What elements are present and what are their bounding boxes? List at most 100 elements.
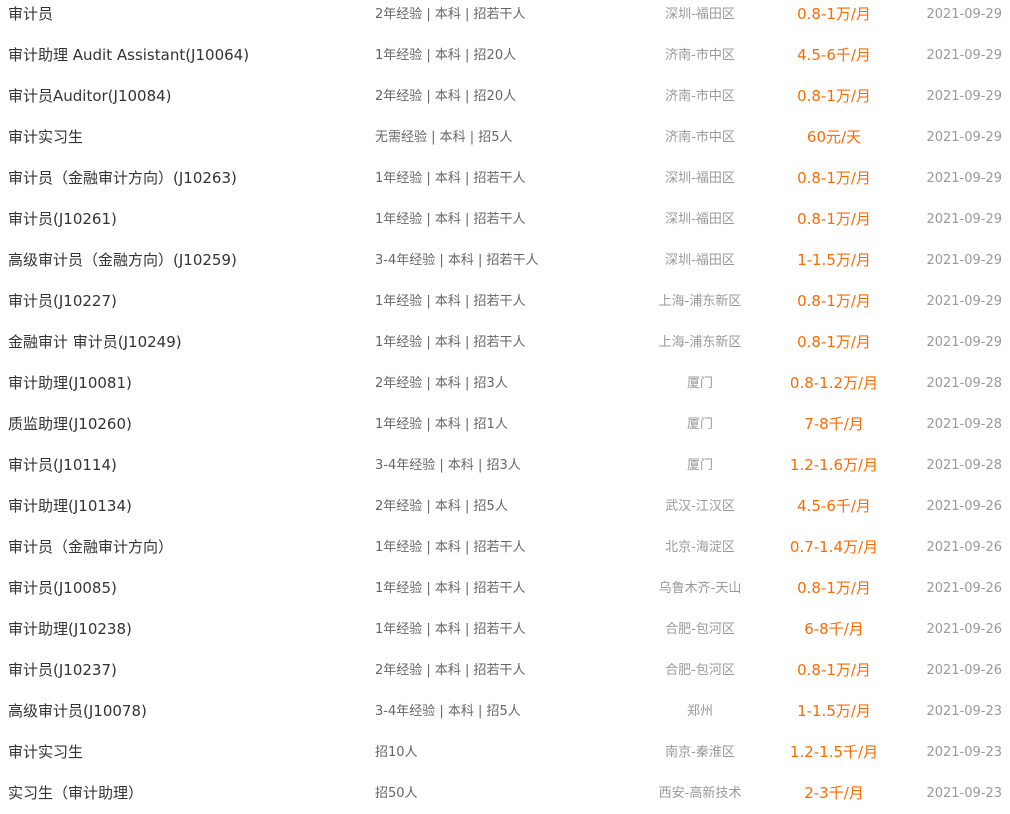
job-title-link[interactable]: 审计实习生: [8, 128, 84, 146]
job-requirements: 2年经验 | 本科 | 招20人: [375, 89, 517, 104]
job-requirements: 2年经验 | 本科 | 招3人: [375, 376, 508, 391]
job-date: 2021-09-23: [926, 786, 1002, 801]
job-salary: 0.8-1万/月: [797, 579, 871, 597]
job-requirements: 1年经验 | 本科 | 招若干人: [375, 581, 526, 596]
job-row[interactable]: 质监助理(J10260) 1年经验 | 本科 | 招1人 厦门 7-8千/月 2021-…: [0, 404, 1010, 445]
job-row[interactable]: 审计员(J10261) 1年经验 | 本科 | 招若干人 深圳-福田区 0.8-1万/…: [0, 199, 1010, 240]
job-salary: 60元/天: [806, 128, 862, 146]
job-title-link[interactable]: 审计员: [8, 5, 54, 23]
job-location: 武汉-江汉区: [665, 499, 735, 514]
job-location: 深圳-福田区: [665, 7, 735, 22]
job-row[interactable]: 审计员Auditor(J10084) 2年经验 | 本科 | 招20人 济南-市中区…: [0, 76, 1010, 117]
job-title-link[interactable]: 审计员(J10261): [8, 210, 117, 228]
job-location: 济南-市中区: [665, 48, 735, 63]
job-location: 济南-市中区: [665, 130, 735, 145]
job-title-link[interactable]: 高级审计员(J10078): [8, 702, 147, 720]
job-salary: 0.7-1.4万/月: [789, 538, 879, 556]
job-location: 合肥-包河区: [665, 622, 735, 637]
job-requirements: 招50人: [375, 786, 418, 801]
job-row[interactable]: 审计助理(J10134) 2年经验 | 本科 | 招5人 武汉-江汉区 4.5-6千/…: [0, 486, 1010, 527]
job-title-link[interactable]: 审计助理(J10081): [8, 374, 132, 392]
job-title-link[interactable]: 审计员(J10085): [8, 579, 117, 597]
job-location: 西安-高新技术: [658, 786, 742, 801]
job-location: 深圳-福田区: [665, 253, 735, 268]
job-salary: 6-8千/月: [804, 620, 864, 638]
job-row[interactable]: 高级审计员（金融方向）(J10259) 3-4年经验 | 本科 | 招若干人 深圳-…: [0, 240, 1010, 281]
job-requirements: 3-4年经验 | 本科 | 招若干人: [375, 253, 539, 268]
job-salary: 7-8千/月: [804, 415, 864, 433]
job-row[interactable]: 审计员(J10085) 1年经验 | 本科 | 招若干人 乌鲁木齐-天山 0.8-1万…: [0, 568, 1010, 609]
job-row[interactable]: 审计助理(J10238) 1年经验 | 本科 | 招若干人 合肥-包河区 6-8千/月…: [0, 609, 1010, 650]
job-location: 厦门: [686, 376, 713, 391]
job-row[interactable]: 金融审计 审计员(J10249) 1年经验 | 本科 | 招若干人 上海-浦东新区 0…: [0, 322, 1010, 363]
job-title-link[interactable]: 审计员(J10227): [8, 292, 117, 310]
job-title-link[interactable]: 高级审计员（金融方向）(J10259): [8, 251, 237, 269]
job-salary: 1.2-1.5千/月: [789, 743, 879, 761]
job-row[interactable]: 审计员（金融审计方向） 1年经验 | 本科 | 招若干人 北京-海淀区 0.7-1.4…: [0, 527, 1010, 568]
job-requirements: 1年经验 | 本科 | 招20人: [375, 48, 517, 63]
job-date: 2021-09-29: [926, 48, 1002, 63]
job-row[interactable]: 审计助理(J10081) 2年经验 | 本科 | 招3人 厦门 0.8-1.2万/月 2…: [0, 363, 1010, 404]
job-date: 2021-09-26: [926, 622, 1002, 637]
job-location: 乌鲁木齐-天山: [658, 581, 742, 596]
job-date: 2021-09-29: [926, 89, 1002, 104]
job-title-link[interactable]: 审计员（金融审计方向）: [8, 538, 174, 556]
job-title-link[interactable]: 质监助理(J10260): [8, 415, 132, 433]
job-location: 北京-海淀区: [665, 540, 735, 555]
job-title-link[interactable]: 审计员(J10237): [8, 661, 117, 679]
job-row[interactable]: 审计实习生 无需经验 | 本科 | 招5人 济南-市中区 60元/天 2021-09-2…: [0, 117, 1010, 158]
job-salary: 1-1.5万/月: [797, 702, 871, 720]
job-requirements: 1年经验 | 本科 | 招若干人: [375, 540, 526, 555]
job-location: 厦门: [686, 458, 713, 473]
job-date: 2021-09-29: [926, 7, 1002, 22]
job-date: 2021-09-29: [926, 212, 1002, 227]
job-salary: 2-3千/月: [804, 784, 864, 802]
job-salary: 0.8-1万/月: [797, 333, 871, 351]
job-title-link[interactable]: 审计员Auditor(J10084): [8, 87, 172, 105]
job-requirements: 无需经验 | 本科 | 招5人: [375, 130, 513, 145]
job-title-link[interactable]: 审计实习生: [8, 743, 84, 761]
job-title-link[interactable]: 审计员(J10114): [8, 456, 117, 474]
job-location: 深圳-福田区: [665, 212, 735, 227]
job-title-link[interactable]: 审计助理(J10134): [8, 497, 132, 515]
job-requirements: 3-4年经验 | 本科 | 招3人: [375, 458, 521, 473]
job-requirements: 2年经验 | 本科 | 招5人: [375, 499, 508, 514]
job-salary: 0.8-1万/月: [797, 292, 871, 310]
job-row[interactable]: 审计员(J10114) 3-4年经验 | 本科 | 招3人 厦门 1.2-1.6万/月…: [0, 445, 1010, 486]
job-title-link[interactable]: 审计助理(J10238): [8, 620, 132, 638]
job-location: 南京-秦淮区: [665, 745, 735, 760]
job-title-link[interactable]: 审计助理 Audit Assistant(J10064): [8, 46, 250, 64]
job-date: 2021-09-26: [926, 663, 1002, 678]
job-row[interactable]: 审计员（金融审计方向）(J10263) 1年经验 | 本科 | 招若干人 深圳-福田…: [0, 158, 1010, 199]
job-date: 2021-09-23: [926, 704, 1002, 719]
job-requirements: 招10人: [375, 745, 418, 760]
job-date: 2021-09-28: [926, 458, 1002, 473]
job-date: 2021-09-28: [926, 417, 1002, 432]
job-salary: 0.8-1万/月: [797, 5, 871, 23]
job-requirements: 1年经验 | 本科 | 招若干人: [375, 171, 526, 186]
job-row[interactable]: 审计员(J10237) 2年经验 | 本科 | 招若干人 合肥-包河区 0.8-1万/…: [0, 650, 1010, 691]
job-salary: 4.5-6千/月: [797, 46, 871, 64]
job-date: 2021-09-29: [926, 130, 1002, 145]
job-salary: 4.5-6千/月: [797, 497, 871, 515]
job-date: 2021-09-23: [926, 745, 1002, 760]
job-requirements: 1年经验 | 本科 | 招若干人: [375, 335, 526, 350]
job-date: 2021-09-29: [926, 294, 1002, 309]
job-date: 2021-09-26: [926, 499, 1002, 514]
job-date: 2021-09-29: [926, 335, 1002, 350]
job-row[interactable]: 高级审计员(J10078) 3-4年经验 | 本科 | 招5人 郑州 1-1.5万/月…: [0, 691, 1010, 732]
job-salary: 0.8-1万/月: [797, 210, 871, 228]
job-row[interactable]: 审计实习生 招10人 南京-秦淮区 1.2-1.5千/月 2021-09-23: [0, 732, 1010, 773]
job-title-link[interactable]: 审计员（金融审计方向）(J10263): [8, 169, 237, 187]
job-title-link[interactable]: 金融审计 审计员(J10249): [8, 333, 182, 351]
job-location: 济南-市中区: [665, 89, 735, 104]
job-row[interactable]: 审计员(J10227) 1年经验 | 本科 | 招若干人 上海-浦东新区 0.8-1万…: [0, 281, 1010, 322]
job-requirements: 1年经验 | 本科 | 招若干人: [375, 622, 526, 637]
job-salary: 1.2-1.6万/月: [789, 456, 879, 474]
job-row[interactable]: 实习生（审计助理） 招50人 西安-高新技术 2-3千/月 2021-09-23: [0, 773, 1010, 814]
job-title-link[interactable]: 实习生（审计助理）: [8, 784, 144, 802]
job-date: 2021-09-28: [926, 376, 1002, 391]
job-row[interactable]: 审计员 2年经验 | 本科 | 招若干人 深圳-福田区 0.8-1万/月 2021-09…: [0, 0, 1010, 35]
job-row[interactable]: 审计助理 Audit Assistant(J10064) 1年经验 | 本科 | …: [0, 35, 1010, 76]
